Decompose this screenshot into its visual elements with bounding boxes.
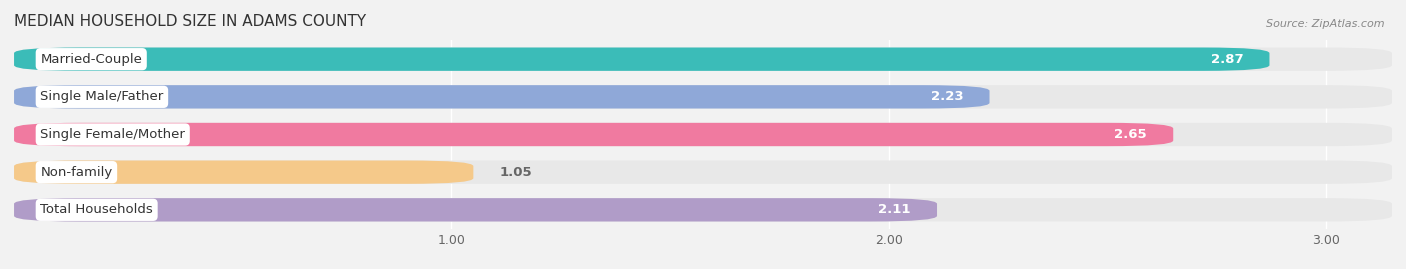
FancyBboxPatch shape bbox=[14, 198, 936, 221]
FancyBboxPatch shape bbox=[14, 48, 1392, 71]
Text: Single Male/Father: Single Male/Father bbox=[41, 90, 163, 103]
Text: 2.65: 2.65 bbox=[1115, 128, 1147, 141]
Text: 1.05: 1.05 bbox=[499, 166, 533, 179]
Text: 2.23: 2.23 bbox=[931, 90, 963, 103]
Text: 2.87: 2.87 bbox=[1211, 53, 1243, 66]
Text: Single Female/Mother: Single Female/Mother bbox=[41, 128, 186, 141]
Text: Married-Couple: Married-Couple bbox=[41, 53, 142, 66]
FancyBboxPatch shape bbox=[14, 198, 1392, 221]
Text: MEDIAN HOUSEHOLD SIZE IN ADAMS COUNTY: MEDIAN HOUSEHOLD SIZE IN ADAMS COUNTY bbox=[14, 15, 366, 30]
FancyBboxPatch shape bbox=[14, 123, 1392, 146]
FancyBboxPatch shape bbox=[14, 48, 1270, 71]
FancyBboxPatch shape bbox=[14, 161, 1392, 184]
Text: Non-family: Non-family bbox=[41, 166, 112, 179]
FancyBboxPatch shape bbox=[14, 161, 474, 184]
Text: Source: ZipAtlas.com: Source: ZipAtlas.com bbox=[1267, 19, 1385, 29]
FancyBboxPatch shape bbox=[14, 85, 1392, 108]
Text: 2.11: 2.11 bbox=[879, 203, 911, 216]
FancyBboxPatch shape bbox=[14, 123, 1173, 146]
FancyBboxPatch shape bbox=[14, 85, 990, 108]
Text: Total Households: Total Households bbox=[41, 203, 153, 216]
